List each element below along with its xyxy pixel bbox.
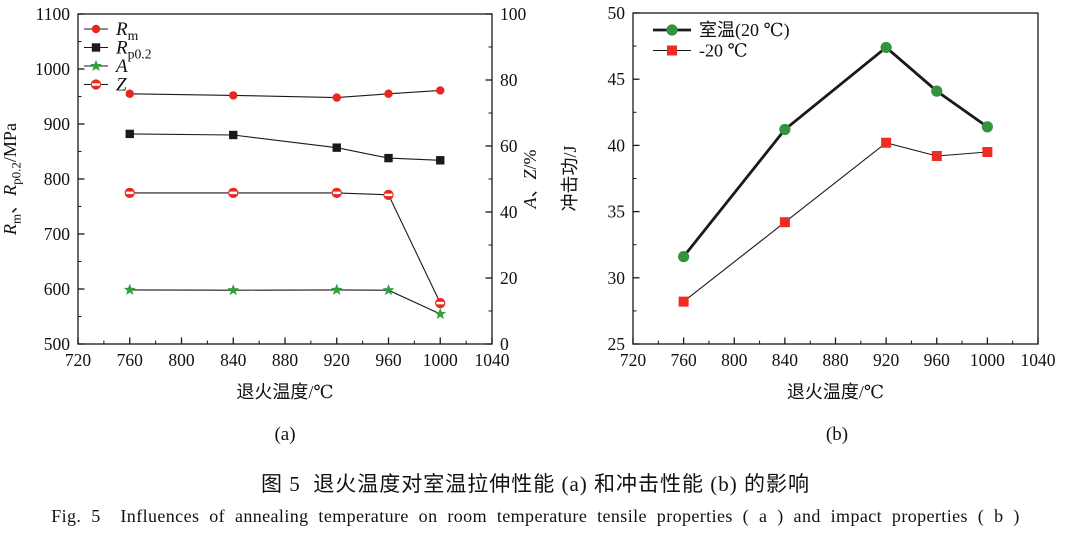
svg-text:1100: 1100 (36, 4, 71, 24)
tick-labels: 720 760 800 840 880 920 960 1000 104050060070080… (35, 4, 527, 370)
series-rm (125, 86, 445, 102)
sublabel-a: (a) (274, 424, 296, 445)
svg-text:30: 30 (608, 268, 626, 288)
axis-title-left: Rm、Rp0.2/MPa (0, 123, 24, 236)
svg-text:1000: 1000 (423, 350, 458, 370)
axes (77, 13, 493, 345)
svg-text:500: 500 (44, 334, 71, 354)
svg-text:1040: 1040 (1021, 350, 1056, 370)
svg-text:760: 760 (671, 350, 698, 370)
series-z (124, 187, 446, 309)
axis-title-right: A、Z/% (520, 149, 540, 209)
svg-text:50: 50 (608, 3, 626, 23)
svg-text:880: 880 (822, 350, 849, 370)
svg-text:880: 880 (272, 350, 299, 370)
svg-text:840: 840 (220, 350, 247, 370)
svg-text:960: 960 (924, 350, 951, 370)
series-a (123, 283, 447, 319)
legend-label-rp02: Rp0.2 (115, 38, 152, 62)
legend-label-a: A (114, 56, 128, 77)
svg-text:720: 720 (65, 350, 92, 370)
legend-label-minus-20: -20 ℃ (699, 41, 748, 61)
chart-b: 720 760 800 840 880 920 960 1000 1040 25 30 35 40 45 5… (560, 3, 1056, 402)
axes (632, 12, 1039, 345)
svg-text:960: 960 (375, 350, 402, 370)
svg-text:800: 800 (44, 169, 71, 189)
tick-labels: 720 760 800 840 880 920 960 1000 1040 25 30 35 40 45 5… (608, 3, 1056, 370)
svg-text:45: 45 (608, 69, 626, 89)
legend: 室温(20 ℃)-20 ℃ (653, 20, 790, 61)
legend-item-a: A (84, 56, 128, 77)
svg-text:60: 60 (500, 136, 518, 156)
svg-text:720: 720 (620, 350, 647, 370)
svg-text:1000: 1000 (35, 59, 70, 79)
svg-text:100: 100 (500, 4, 527, 24)
series-rp02 (125, 129, 445, 165)
legend-item-rp02: Rp0.2 (84, 38, 152, 62)
svg-text:35: 35 (608, 202, 626, 222)
figure-caption-zh: 图 5 退火温度对室温拉伸性能 (a) 和冲击性能 (b) 的影响 (260, 472, 811, 496)
legend-item-minus-20: -20 ℃ (653, 41, 748, 61)
svg-text:840: 840 (772, 350, 799, 370)
svg-text:20: 20 (500, 268, 518, 288)
series-room-temp (678, 41, 993, 263)
svg-text:0: 0 (500, 334, 509, 354)
svg-text:900: 900 (44, 114, 71, 134)
axis-title-x: 退火温度/℃ (236, 382, 333, 402)
svg-text:80: 80 (500, 70, 518, 90)
chart-a-container: 720 760 800 840 880 920 960 1000 1040 500 600 700 80… (0, 0, 560, 465)
legend-item-room-temp: 室温(20 ℃) (653, 20, 790, 41)
axis-title-x: 退火温度/℃ (787, 382, 884, 402)
svg-text:920: 920 (324, 350, 351, 370)
svg-text:40: 40 (608, 135, 626, 155)
legend-item-rm: Rm (84, 19, 139, 43)
svg-text:1000: 1000 (970, 350, 1005, 370)
svg-text:700: 700 (44, 224, 71, 244)
svg-text:920: 920 (873, 350, 900, 370)
svg-text:600: 600 (44, 279, 71, 299)
series-minus-20 (678, 137, 993, 307)
svg-text:25: 25 (608, 334, 626, 354)
chart-a: 720 760 800 840 880 920 960 1000 104050060070080… (0, 4, 540, 402)
svg-text:40: 40 (500, 202, 518, 222)
svg-text:800: 800 (721, 350, 748, 370)
sublabel-b: (b) (825, 424, 849, 445)
svg-text:1040: 1040 (475, 350, 510, 370)
legend-item-z: Z (84, 75, 127, 96)
svg-text:760: 760 (117, 350, 144, 370)
axis-title-left: 冲击功/J (560, 145, 580, 211)
legend-label-room-temp: 室温(20 ℃) (699, 20, 790, 41)
chart-b-container: 720 760 800 840 880 920 960 1000 1040 25 30 35 40 45 5… (560, 0, 1071, 465)
svg-text:800: 800 (168, 350, 195, 370)
figure-caption-en: Fig. 5 Influences of annealing temperatu… (51, 506, 1020, 526)
legend-label-rm: Rm (115, 19, 139, 43)
legend-label-z: Z (116, 75, 127, 96)
